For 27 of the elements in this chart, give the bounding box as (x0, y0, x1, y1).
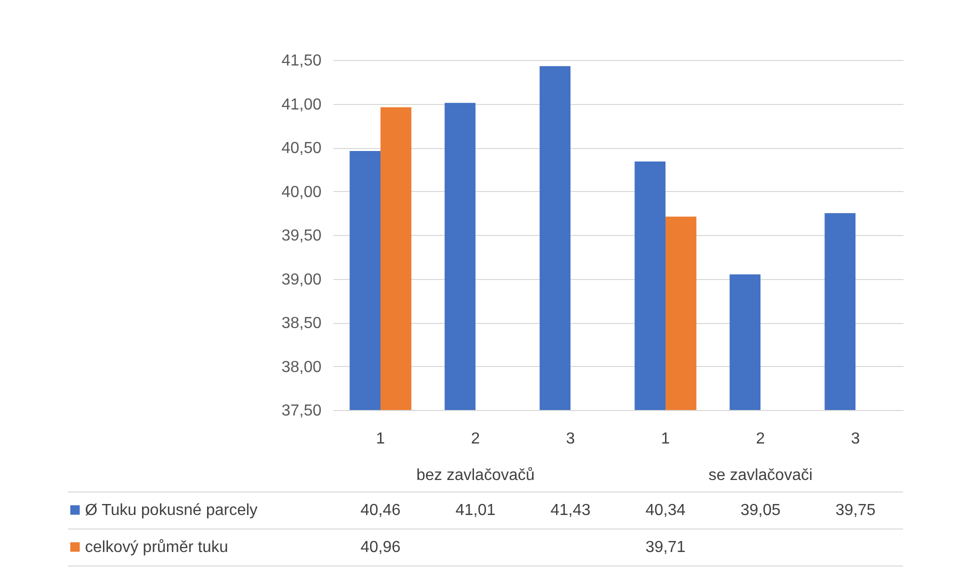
y-tick-label: 38,50 (281, 315, 322, 332)
data-label: 40,34 (645, 502, 686, 519)
y-tick-label: 40,00 (281, 184, 322, 201)
x-tick-label: 2 (756, 430, 766, 448)
data-label: 39,71 (645, 539, 686, 556)
y-tick-label: 38,00 (281, 358, 322, 376)
data-label: 39,05 (740, 502, 781, 519)
text: bez zavlačovačů (416, 467, 535, 484)
data-label: 41,43 (550, 502, 591, 519)
y-tick-label: 39,00 (281, 271, 322, 288)
y-tick-label: 39,50 (281, 228, 322, 244)
data-label: 39,75 (835, 502, 876, 519)
y-tick-label: 37,50 (281, 402, 322, 420)
legend-label: celkový průměr tuku (85, 539, 228, 556)
text: se zavlačovači (708, 467, 813, 484)
y-tick-label: 41,00 (281, 96, 322, 114)
x-tick-label: 1 (661, 430, 670, 448)
legend-label: Ø Tuku pokusné parcely (85, 502, 258, 519)
x-tick-label: 3 (851, 430, 860, 448)
x-tick-label: 1 (376, 430, 386, 448)
x-tick-label: 3 (566, 430, 576, 448)
data-label: 41,01 (455, 502, 496, 519)
data-label: 40,46 (360, 502, 401, 519)
x-tick-label: 2 (471, 430, 480, 448)
y-tick-label: 40,50 (281, 140, 322, 157)
data-label: 40,96 (360, 539, 401, 556)
y-tick-label: 41,50 (281, 52, 322, 70)
